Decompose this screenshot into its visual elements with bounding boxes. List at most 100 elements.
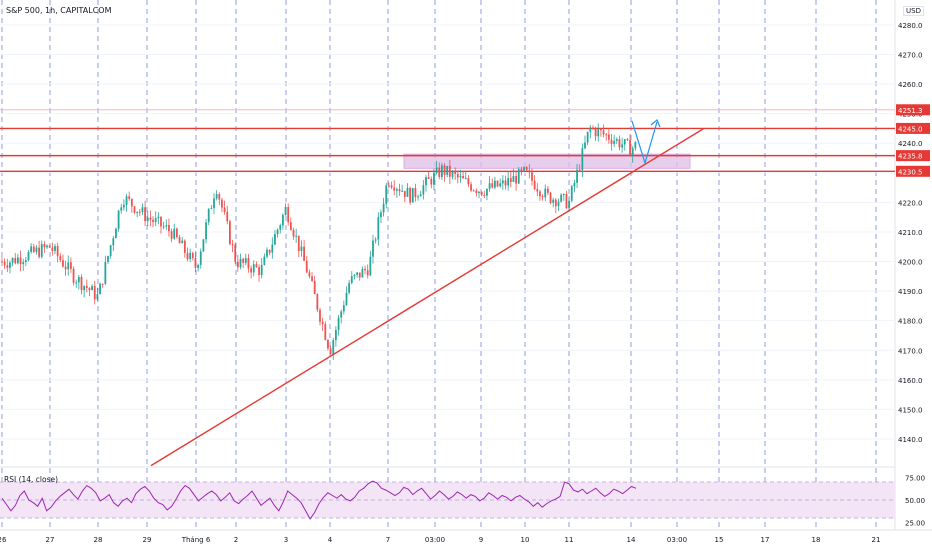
candle-body [252,264,255,273]
candle-body [313,280,316,295]
candle-body [462,175,464,179]
candle-body [454,171,457,174]
candle-body [554,199,557,207]
rsi-line [1,480,637,520]
time-axis-label: 7 [386,536,390,544]
rsi-axis-label: 50.00 [905,497,925,505]
candle-body [263,256,266,265]
candle-body [189,252,192,260]
candle-body [504,180,507,186]
candle-body [181,240,184,244]
candle-body [186,252,189,260]
candle-body [623,139,626,145]
candle-body [494,180,496,188]
candle-body [433,172,435,185]
candle-body [125,196,128,205]
candle-body [499,183,502,187]
candle-body [213,198,215,208]
candle-body [292,229,295,237]
currency-label[interactable]: USD [903,6,924,16]
candle-body [356,272,358,275]
candle-body [618,139,621,148]
candle-body [594,128,597,137]
candle-body [239,258,242,268]
candle-body [133,206,136,213]
candle-body [610,139,613,144]
candle-body [279,225,282,230]
symbol-title[interactable]: S&P 500, 1h, CAPITALCOM [6,6,112,15]
candle-body [173,228,176,239]
price-axis-label: 4210.0 [898,229,923,237]
time-axis-label: Tháng 6 [181,536,211,544]
candle-body [523,167,525,171]
candle-body [1,261,3,263]
time-axis-label: 14 [627,536,636,544]
candle-body [144,207,146,222]
candle-body [335,330,337,341]
candle-body [324,324,327,340]
candle-body [67,262,70,270]
candle-body [509,178,512,182]
candle-body [600,129,602,131]
candle-body [255,264,258,268]
candle-body [112,238,115,246]
time-axis-label: 17 [761,536,770,544]
candle-body [258,267,260,276]
candle-body [154,218,157,223]
candle-body [631,148,634,156]
candle-body [348,282,351,293]
candle-body [96,294,99,300]
candle-body [547,188,549,193]
candle-body [27,251,30,261]
consolidation-zone [403,153,691,169]
candle-body [260,264,263,276]
candle-body [602,130,605,135]
candle-body [107,256,109,262]
candle-body [626,139,629,141]
candle-body [528,170,531,173]
candle-body [6,265,9,268]
candle-body [345,292,348,306]
candle-body [197,264,199,268]
candle-body [393,187,396,191]
candle-body [364,268,366,271]
candle-body [321,321,324,325]
candle-body [361,268,364,278]
candle-body [72,268,75,283]
candle-body [515,175,517,184]
candle-body [478,191,480,193]
candle-body [46,245,48,248]
candle-body [30,246,33,252]
candle-body [409,187,411,203]
candle-body [109,245,112,257]
candle-body [101,283,104,285]
time-axis-label: 4 [328,536,333,544]
candle-body [350,276,353,283]
candle-body [210,207,213,209]
candle-body [3,261,6,266]
candle-body [165,225,168,227]
projection-path [631,120,658,166]
candle-body [327,339,329,349]
price-level-tag [896,122,930,134]
candle-body [138,211,141,213]
time-axis-label: 3 [284,536,288,544]
candle-body [319,309,321,322]
candle-body [464,178,467,180]
candle-body [536,189,539,192]
candle-body [456,173,459,178]
candle-body [488,183,491,189]
candle-body [578,169,581,171]
candle-body [120,207,123,211]
price-level-tag-label: 4230.5 [898,168,923,176]
price-axis-label: 4190.0 [898,288,923,296]
candle-body [586,131,589,143]
candle-body [584,142,586,149]
candle-body [366,270,369,276]
candle-body [332,340,335,354]
candle-body [123,204,125,208]
time-axis-label: 2 [234,536,238,544]
candle-body [35,247,38,252]
